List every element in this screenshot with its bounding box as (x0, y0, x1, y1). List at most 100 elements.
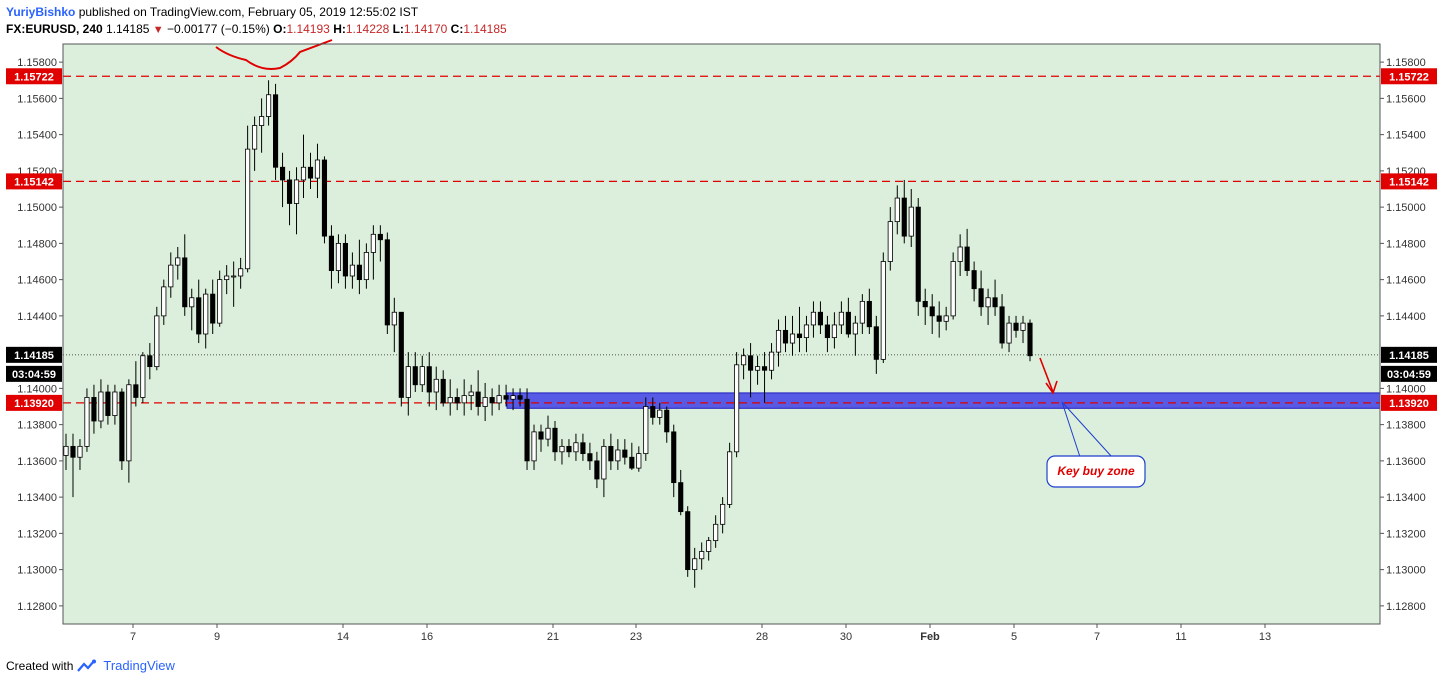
candle-down (796, 333, 803, 339)
candle-up (349, 264, 355, 277)
candle-up (713, 523, 719, 542)
last-price: 1.14185 (106, 22, 150, 36)
y-tick-label-left: 1.13000 (17, 565, 57, 577)
callout-box (1046, 455, 1146, 488)
candle-down (622, 449, 628, 458)
candle-down (440, 378, 446, 404)
candle-up (559, 445, 565, 453)
candle-up (950, 261, 956, 317)
candle-up (810, 311, 817, 326)
candle-up (405, 366, 411, 398)
y-tick-label-right: 1.15800 (1386, 57, 1426, 69)
price-label-left (6, 394, 62, 411)
candle-down (580, 442, 586, 455)
candle-down (538, 431, 544, 440)
price-label-text-left: 1.13920 (14, 398, 54, 410)
candle-up (727, 451, 733, 505)
candle-up (496, 395, 502, 404)
price-label-text-right: 1.15722 (1389, 71, 1429, 83)
candles (63, 80, 1033, 588)
candle-up (461, 395, 467, 404)
candle-down (210, 293, 216, 324)
candle-up (126, 384, 132, 462)
price-label-right (1381, 394, 1437, 411)
x-tick-label: 11 (1175, 631, 1186, 643)
price-labels: 1.15722 1.15722 1.15142 1.15142 1.14185 1.141… (6, 68, 1437, 411)
y-tick-label-right: 1.13400 (1386, 492, 1426, 504)
price-change: −0.00177 (−0.15%) (167, 22, 270, 36)
candle-up (720, 503, 726, 525)
candle-up (238, 268, 244, 277)
price-label-right (1381, 365, 1437, 382)
red-arrow-line (1039, 357, 1054, 393)
close-label: C: (450, 22, 464, 36)
candle-down (412, 366, 418, 386)
price-label-text-right: 1.15142 (1389, 176, 1429, 188)
y-tick-label-left: 1.15800 (17, 57, 57, 69)
candle-down (978, 288, 984, 308)
author-name[interactable]: YuriyBishko (6, 5, 76, 19)
candle-up (775, 329, 782, 353)
y-tick-label-left: 1.14800 (17, 238, 57, 250)
candle-up (741, 355, 747, 366)
price-label-left (6, 365, 62, 382)
candle-down (356, 264, 362, 281)
candle-up (601, 445, 607, 480)
price-label-text-right: 1.14185 (1389, 350, 1429, 362)
x-tick-label: 7 (1094, 631, 1100, 643)
price-label-text-right: 1.13920 (1389, 398, 1429, 410)
candle-up (314, 159, 321, 179)
candle-up (838, 311, 844, 326)
y-tick-label-right: 1.12800 (1386, 601, 1426, 613)
callout-pointer (1061, 401, 1113, 458)
candle-up (657, 409, 663, 418)
high-value: 1.14228 (345, 22, 390, 36)
publish-info: YuriyBishko published on TradingView.com… (6, 5, 418, 19)
candle-up (154, 315, 160, 368)
candle-up (203, 293, 209, 335)
price-chart[interactable]: Key buy zone 1.15800 1.15800 1.15600 1.1560… (0, 0, 1444, 650)
plot-background[interactable] (63, 44, 1380, 624)
candle-up (706, 540, 712, 552)
candle-down (922, 300, 928, 308)
tradingview-brand[interactable]: TradingView (103, 658, 175, 673)
tradingview-logo-icon[interactable] (77, 659, 99, 673)
candle-down (105, 391, 111, 416)
candle-down (1027, 322, 1033, 357)
candle-down (342, 242, 348, 277)
candle-up (859, 300, 865, 324)
candle-up (231, 275, 237, 278)
y-tick-label-left: 1.15400 (17, 130, 57, 142)
candle-down (70, 445, 76, 458)
candle-up (161, 286, 167, 317)
y-tick-label-left: 1.12800 (17, 601, 57, 613)
candle-up (636, 453, 642, 469)
candle-down (929, 306, 935, 317)
price-label-right (1381, 346, 1437, 363)
candle-up (692, 558, 698, 571)
plot-frame (62, 43, 1381, 625)
candle-down (517, 395, 523, 400)
candle-up (419, 366, 425, 386)
candle-down (678, 482, 684, 513)
x-tick-label: 16 (421, 631, 433, 643)
candle-down (182, 257, 188, 308)
candle-down (866, 300, 872, 328)
candle-up (908, 206, 914, 237)
candle-down (782, 329, 789, 344)
buy-zone (506, 392, 1381, 409)
candle-down (761, 366, 768, 371)
y-tick-label-right: 1.15600 (1386, 93, 1426, 105)
candle-up (754, 366, 761, 371)
y-tick-label-right: 1.14000 (1386, 383, 1426, 395)
candle-up (1020, 322, 1026, 331)
y-tick-label-right: 1.13800 (1386, 420, 1426, 432)
x-tick-label: 7 (130, 631, 136, 643)
candle-up (217, 279, 223, 324)
y-tick-label-left: 1.15600 (17, 93, 57, 105)
x-tick-label: 14 (337, 631, 349, 643)
price-label-left (6, 173, 62, 190)
x-tick-label: 9 (214, 631, 220, 643)
candle-up (880, 261, 886, 360)
y-tick-label-left: 1.13600 (17, 456, 57, 468)
